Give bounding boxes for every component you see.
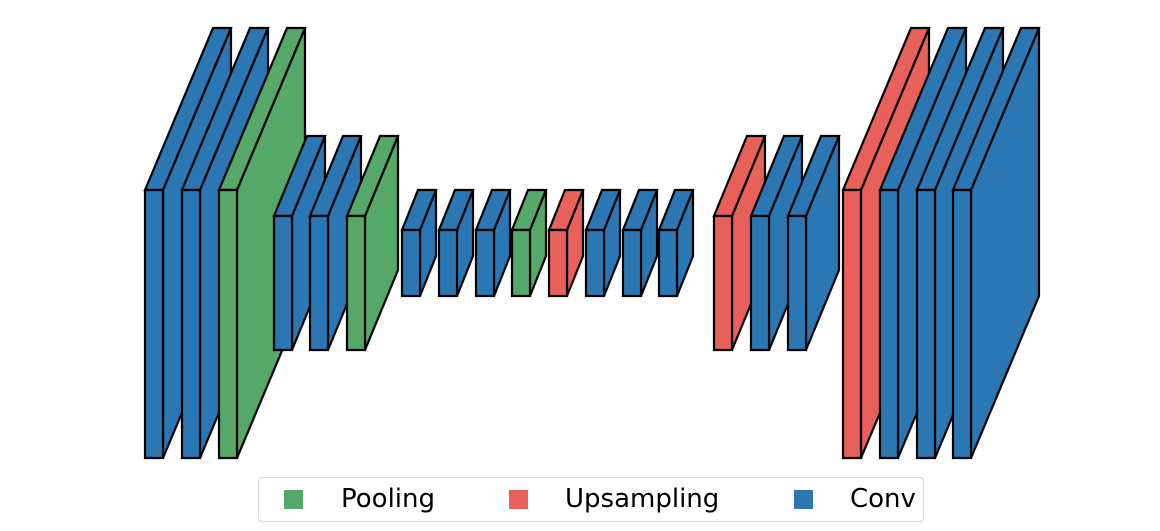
pooling-layer-front <box>345 214 367 352</box>
conv-layer-front <box>915 188 937 460</box>
conv-legend-swatch <box>794 490 813 509</box>
upsampling-layer-block <box>712 134 767 352</box>
conv-layer-block <box>474 188 512 298</box>
conv-layer-block <box>951 26 1041 460</box>
conv-layer-front <box>951 188 973 460</box>
conv-layer-front <box>621 228 643 298</box>
pooling-layer-block <box>217 26 307 460</box>
pooling-layer-front <box>217 188 239 460</box>
pooling-legend-label: Pooling <box>341 484 435 514</box>
conv-layer-front <box>400 228 422 298</box>
conv-layer-front <box>308 214 330 352</box>
pooling-legend-swatch <box>284 490 303 509</box>
pooling-layer-block <box>345 134 400 352</box>
conv-layer-block <box>749 134 804 352</box>
upsampling-legend-label: Upsampling <box>565 484 720 514</box>
conv-layer-block <box>437 188 475 298</box>
conv-layer-front <box>143 188 165 460</box>
conv-layer-block <box>584 188 622 298</box>
pooling-layer-block <box>510 188 548 298</box>
conv-layer-block <box>308 134 363 352</box>
conv-layer-front <box>786 214 808 352</box>
conv-layer-front <box>749 214 771 352</box>
conv-layer-block <box>786 134 841 352</box>
conv-layer-block <box>621 188 659 298</box>
upsampling-layer-front <box>712 214 734 352</box>
conv-layer-block <box>400 188 438 298</box>
upsampling-legend-swatch <box>509 490 528 509</box>
conv-layer-front <box>878 188 900 460</box>
conv-layer-front <box>657 228 679 298</box>
conv-layer-front <box>584 228 606 298</box>
conv-layer-front <box>180 188 202 460</box>
conv-layer-block <box>657 188 695 298</box>
upsampling-layer-block <box>547 188 585 298</box>
pooling-layer-front <box>510 228 532 298</box>
conv-layer-front <box>437 228 459 298</box>
layers-group <box>143 26 1041 460</box>
conv-layer-front <box>272 214 294 352</box>
upsampling-layer-front <box>841 188 863 460</box>
legend: Pooling Upsampling Conv <box>258 477 924 522</box>
upsampling-layer-front <box>547 228 569 298</box>
conv-layer-front <box>474 228 496 298</box>
conv-legend-label: Conv <box>850 484 916 514</box>
